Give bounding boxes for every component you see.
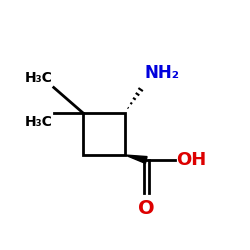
Text: H₃C: H₃C <box>25 72 52 86</box>
Polygon shape <box>125 155 147 164</box>
Text: H₃C: H₃C <box>25 114 52 128</box>
Text: NH₂: NH₂ <box>145 64 180 82</box>
Text: O: O <box>138 199 154 218</box>
Text: OH: OH <box>176 151 206 169</box>
